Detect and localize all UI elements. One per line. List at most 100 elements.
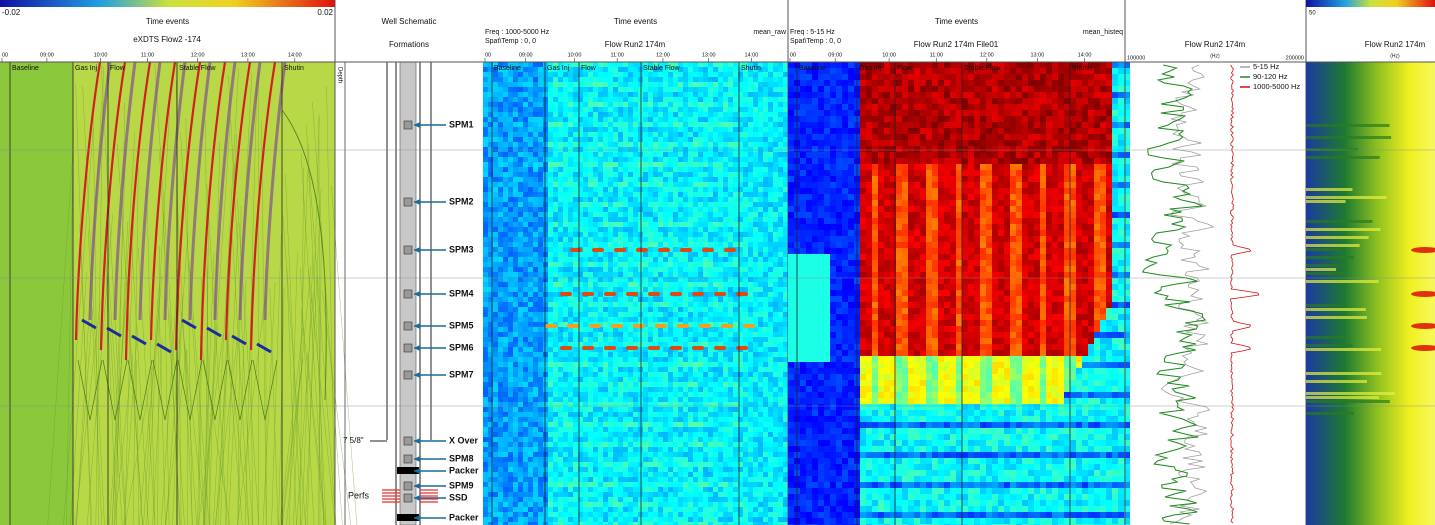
cell xyxy=(573,292,578,297)
cell xyxy=(633,92,638,97)
cell xyxy=(498,307,503,312)
cell xyxy=(578,87,583,92)
cell xyxy=(708,172,713,177)
cell xyxy=(583,442,588,447)
cell xyxy=(523,412,528,417)
cell xyxy=(723,227,728,232)
cell xyxy=(733,467,738,472)
cell xyxy=(698,467,703,472)
cell xyxy=(493,477,498,482)
cell xyxy=(613,352,618,357)
cell xyxy=(648,462,653,467)
cell xyxy=(498,252,503,257)
cell xyxy=(593,327,598,332)
cell xyxy=(668,337,673,342)
cell xyxy=(693,487,698,492)
cell xyxy=(643,172,648,177)
texture xyxy=(79,224,93,525)
cell xyxy=(723,62,728,67)
cell xyxy=(503,242,508,247)
cell xyxy=(598,492,603,497)
cell xyxy=(503,492,508,497)
cell xyxy=(593,72,598,77)
cell xyxy=(578,407,583,412)
cell xyxy=(593,472,598,477)
cell xyxy=(683,157,688,162)
cell xyxy=(563,132,568,137)
cell xyxy=(638,412,643,417)
cell xyxy=(708,297,713,302)
cell xyxy=(508,472,513,477)
cell xyxy=(598,297,603,302)
cell xyxy=(613,317,618,322)
cell xyxy=(683,522,688,525)
cell xyxy=(603,77,608,82)
cell xyxy=(688,492,693,497)
cell xyxy=(648,302,653,307)
cell xyxy=(533,437,538,442)
cell xyxy=(508,512,513,517)
cell xyxy=(558,157,563,162)
cell xyxy=(613,287,618,292)
cell xyxy=(708,307,713,312)
cell xyxy=(643,517,648,522)
cell xyxy=(533,72,538,77)
cell xyxy=(583,522,588,525)
cell xyxy=(608,202,613,207)
cell xyxy=(578,217,583,222)
cell xyxy=(593,312,598,317)
cell xyxy=(683,297,688,302)
cell xyxy=(498,367,503,372)
cell xyxy=(498,87,503,92)
cell xyxy=(513,202,518,207)
cell xyxy=(588,302,593,307)
cell xyxy=(653,237,658,242)
cell xyxy=(563,137,568,142)
cell xyxy=(573,282,578,287)
cell xyxy=(643,402,648,407)
cell xyxy=(563,367,568,372)
cell xyxy=(613,117,618,122)
mandrel xyxy=(403,481,413,491)
cell xyxy=(708,442,713,447)
cell xyxy=(583,312,588,317)
cell xyxy=(573,152,578,157)
cell xyxy=(713,512,718,517)
cell xyxy=(558,77,563,82)
cell xyxy=(513,122,518,127)
cell xyxy=(703,517,708,522)
cell xyxy=(503,352,508,357)
cell xyxy=(673,352,678,357)
cell xyxy=(713,452,718,457)
cell xyxy=(713,302,718,307)
cell xyxy=(573,482,578,487)
cell xyxy=(673,482,678,487)
cell xyxy=(568,342,573,347)
texture xyxy=(326,85,336,525)
cell xyxy=(573,402,578,407)
cell xyxy=(708,492,713,497)
cell xyxy=(493,427,498,432)
cell xyxy=(503,452,508,457)
cell xyxy=(603,232,608,237)
cell xyxy=(613,377,618,382)
cell xyxy=(643,222,648,227)
cell xyxy=(503,317,508,322)
cell xyxy=(643,102,648,107)
cell xyxy=(703,292,708,297)
cell xyxy=(663,272,668,277)
cell xyxy=(733,277,738,282)
color-bar xyxy=(0,0,335,7)
cell xyxy=(548,262,553,267)
cell xyxy=(583,507,588,512)
cell xyxy=(538,377,543,382)
cell xyxy=(628,327,633,332)
cell xyxy=(563,447,568,452)
cell xyxy=(608,472,613,477)
cell xyxy=(573,107,578,112)
cell xyxy=(638,522,643,525)
cell xyxy=(503,427,508,432)
cell xyxy=(713,412,718,417)
cell xyxy=(563,372,568,377)
cell xyxy=(723,197,728,202)
